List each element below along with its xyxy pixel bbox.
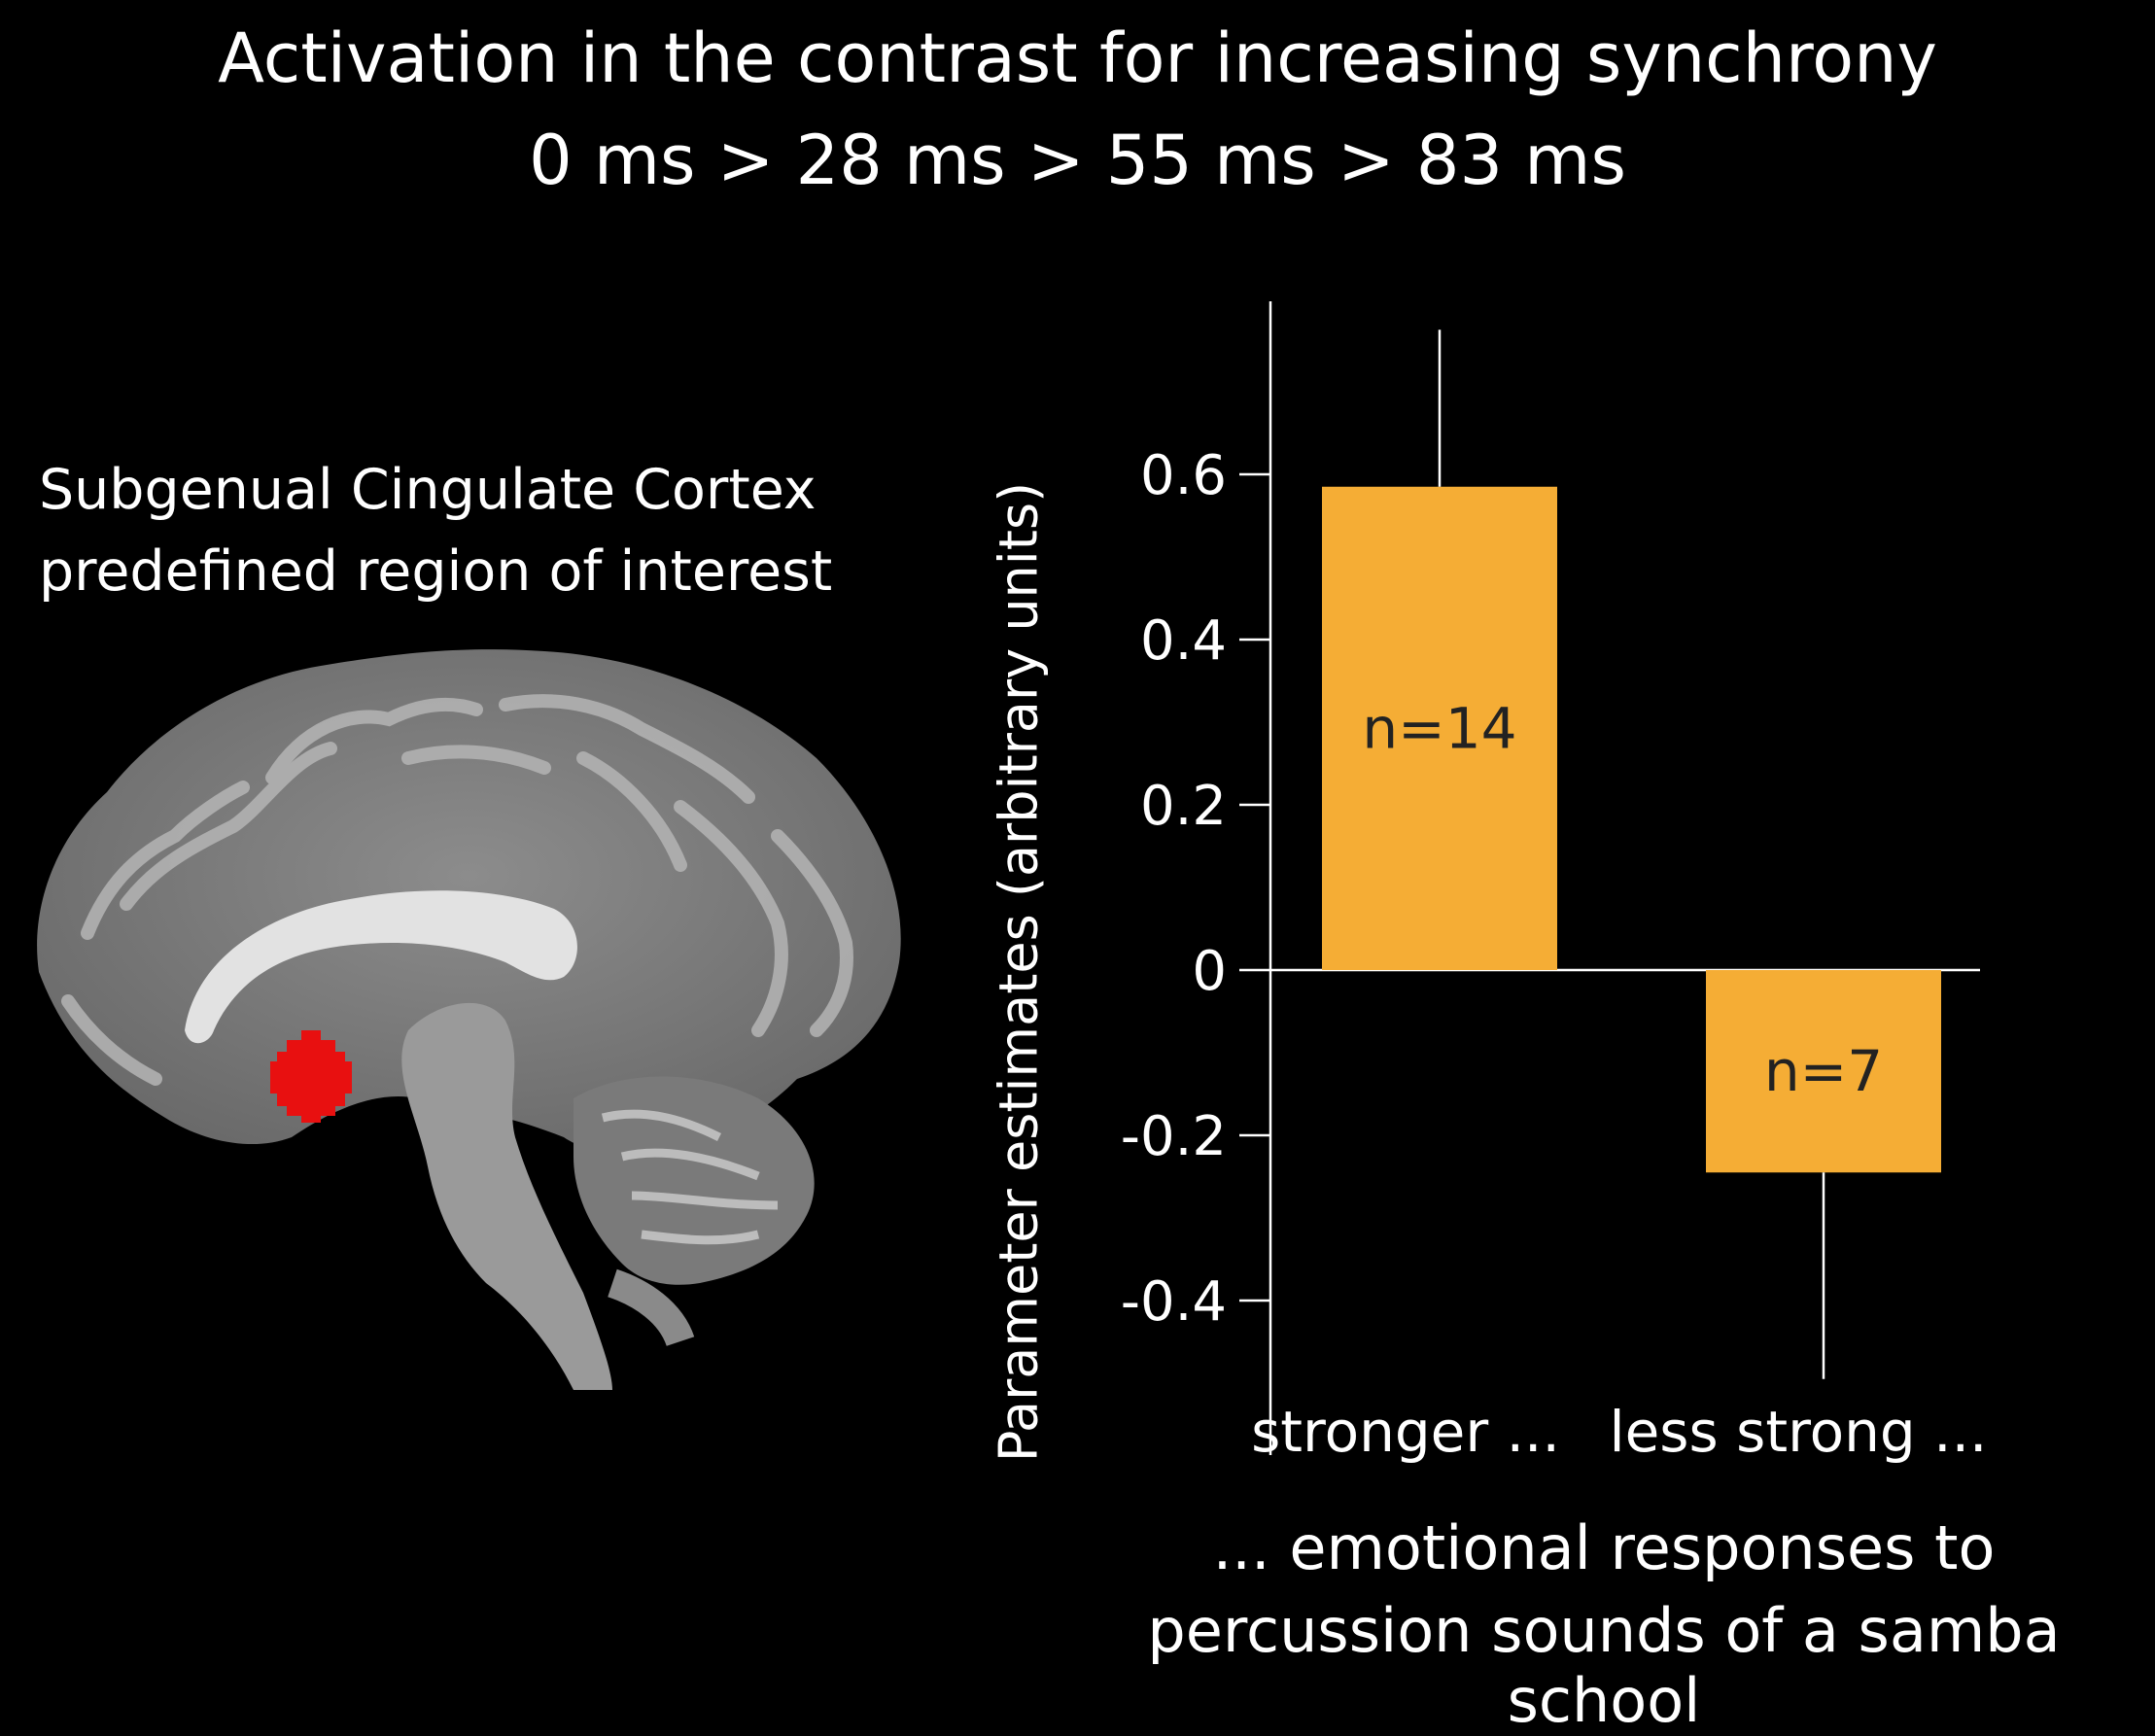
y-tick-label: 0.2	[1140, 775, 1227, 838]
brain-image-panel	[0, 612, 919, 1400]
y-tick-label: -0.4	[1121, 1270, 1227, 1334]
x-caption-line2: percussion sounds of a samba school	[1147, 1595, 2061, 1736]
corpus-callosum	[185, 890, 577, 1044]
cerebellum	[574, 1076, 815, 1347]
y-tick-label: 0.6	[1140, 444, 1227, 507]
chart-title-line1: Activation in the contrast for increasin…	[218, 18, 1937, 98]
brain-sagittal-image	[37, 649, 901, 1390]
roi-marker	[270, 1030, 352, 1123]
y-axis-label: Parameter estimates (arbitrary units)	[988, 481, 1050, 1463]
bar	[1706, 970, 1941, 1173]
gyri-pattern	[61, 694, 853, 1086]
roi-label-line2: predefined region of interest	[39, 539, 833, 604]
y-tick-label: -0.2	[1121, 1105, 1227, 1168]
roi-label-line1: Subgenual Cingulate Cortex	[39, 458, 817, 522]
bar-data-label: n=14	[1362, 695, 1516, 761]
bar-data-label: n=7	[1764, 1038, 1883, 1104]
bar	[1322, 486, 1557, 970]
bar-chart: 0.6 0.4 0.2 0 -0.2 -0.4 n=14 stronger ... n=7 les…	[1121, 301, 1988, 1465]
y-tick-label: 0	[1192, 940, 1227, 1003]
brainstem	[401, 1002, 612, 1390]
x-category-label: stronger ...	[1251, 1399, 1560, 1465]
x-caption-line1: ... emotional responses to	[1212, 1512, 1996, 1583]
y-tick-label: 0.4	[1140, 609, 1227, 673]
chart-title-line2: 0 ms > 28 ms > 55 ms > 83 ms	[529, 121, 1626, 200]
x-category-label: less strong ...	[1609, 1399, 1987, 1465]
